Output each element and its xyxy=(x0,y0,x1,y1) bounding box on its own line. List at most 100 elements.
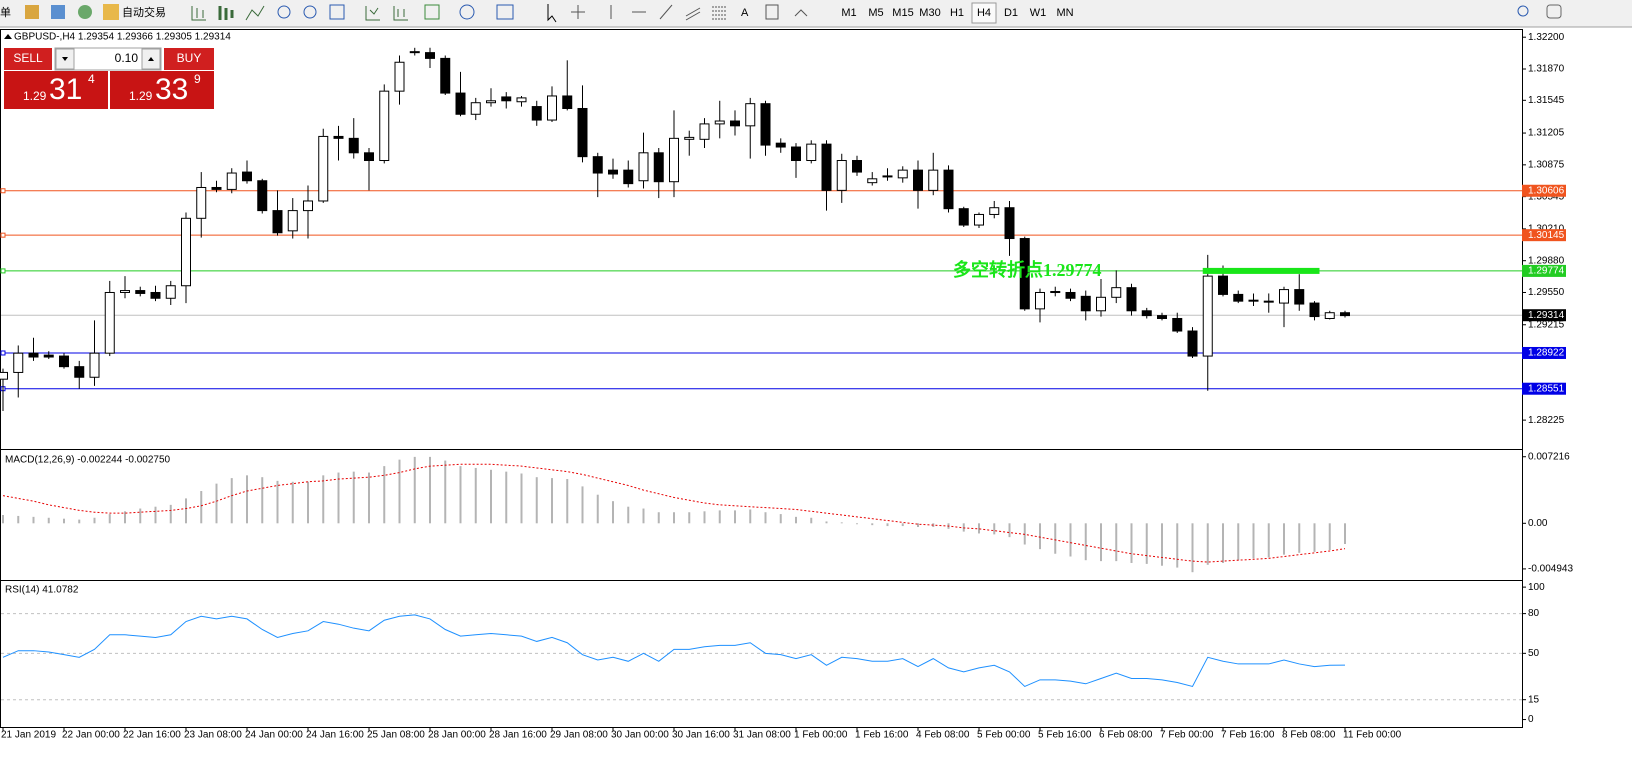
x-tick-label: 30 Jan 16:00 xyxy=(672,730,730,741)
annotation: 多空转折点1.29774 xyxy=(953,259,1102,280)
candle-body xyxy=(1035,291,1045,310)
x-tick-label: 6 Feb 08:00 xyxy=(1099,730,1153,741)
candle-body xyxy=(852,160,862,173)
icon[interactable] xyxy=(78,5,92,19)
candle-body xyxy=(470,102,481,115)
icon[interactable] xyxy=(424,4,440,20)
timeframe[interactable]: H1 xyxy=(950,7,964,19)
timeframe[interactable]: M1 xyxy=(841,7,856,19)
x-tick-label: 21 Jan 2019 xyxy=(1,730,56,741)
chat-icon[interactable] xyxy=(1546,4,1562,19)
candle-body xyxy=(882,175,893,178)
ask-box[interactable] xyxy=(110,71,214,109)
icon[interactable] xyxy=(51,5,65,19)
level-price-box xyxy=(1522,184,1566,197)
y-tick-label: 1.29550 xyxy=(1528,287,1565,298)
icon[interactable] xyxy=(303,5,317,19)
candle-body xyxy=(1172,317,1183,332)
candle-body xyxy=(1065,291,1076,299)
candle-body xyxy=(165,285,176,299)
timeframe[interactable]: W1 xyxy=(1030,7,1047,19)
macd-title: MACD(12,26,9) -0.002244 -0.002750 xyxy=(5,455,171,466)
candle-body xyxy=(409,51,420,54)
candle-body xyxy=(1096,296,1106,312)
icon[interactable] xyxy=(794,9,808,17)
x-tick-label: 24 Jan 00:00 xyxy=(245,730,303,741)
auto-trade[interactable]: 自动交易 xyxy=(122,5,166,19)
y-tick-label: 0.007216 xyxy=(1528,451,1570,462)
search-icon[interactable] xyxy=(1517,5,1529,17)
y-tick-label: 1.31205 xyxy=(1528,128,1565,139)
candle-body xyxy=(714,120,725,125)
y-tick-label: 0.00 xyxy=(1528,518,1548,529)
candle-body xyxy=(242,171,252,182)
candle-body xyxy=(303,200,313,212)
rsi-title: RSI(14) 41.0782 xyxy=(5,585,79,596)
buy-label[interactable]: BUY xyxy=(177,51,202,65)
y-tick-label: 0 xyxy=(1528,714,1534,725)
x-tick-label: 7 Feb 16:00 xyxy=(1221,730,1275,741)
timeframe[interactable]: M30 xyxy=(919,7,940,19)
x-tick-label: 7 Feb 00:00 xyxy=(1160,730,1214,741)
bid-prefix: 1.29 xyxy=(23,89,47,103)
candle-body xyxy=(531,106,542,121)
candle-body xyxy=(394,61,405,92)
chart-frame xyxy=(0,29,1523,728)
candle-body xyxy=(1324,312,1335,319)
level-price-box xyxy=(1522,346,1566,359)
bid-main: 31 xyxy=(49,73,82,106)
timeframe[interactable]: M5 xyxy=(868,7,883,19)
bid-box[interactable] xyxy=(4,71,108,109)
icon[interactable] xyxy=(712,6,726,20)
candle-body xyxy=(43,354,54,358)
icon[interactable] xyxy=(191,6,206,21)
candle-body xyxy=(577,107,588,158)
timeframe[interactable]: D1 xyxy=(1004,7,1018,19)
candle-body xyxy=(379,90,390,162)
candle-body xyxy=(516,97,527,103)
menu-label[interactable]: 单 xyxy=(0,6,11,19)
x-tick-label: 30 Jan 00:00 xyxy=(611,730,669,741)
icon[interactable] xyxy=(365,6,380,21)
icon[interactable] xyxy=(329,4,345,20)
candle-body xyxy=(669,137,679,183)
icon[interactable] xyxy=(393,6,408,21)
candle-body xyxy=(989,207,1000,215)
candle-body xyxy=(333,135,344,139)
x-tick-label: 25 Jan 08:00 xyxy=(367,730,425,741)
icon[interactable] xyxy=(685,7,701,21)
lots-input[interactable]: 0.10 xyxy=(115,51,139,65)
candle-body xyxy=(226,172,237,190)
candle-body xyxy=(867,178,878,184)
icon[interactable] xyxy=(496,4,514,20)
chart-area: GBPUSD-,H4 1.29354 1.29366 1.29305 1.293… xyxy=(0,29,1573,741)
icon[interactable] xyxy=(245,5,265,21)
timeframe[interactable]: H4 xyxy=(977,7,991,19)
candle-body xyxy=(1141,310,1152,317)
candle-body xyxy=(89,352,100,378)
buy-button[interactable] xyxy=(164,48,214,70)
candle-body xyxy=(1019,238,1030,310)
icon[interactable] xyxy=(459,4,475,20)
candle-body xyxy=(1263,300,1274,303)
text-tool[interactable]: A xyxy=(741,7,749,19)
sell-label[interactable]: SELL xyxy=(13,51,43,65)
x-tick-label: 4 Feb 08:00 xyxy=(916,730,970,741)
icon[interactable] xyxy=(765,4,779,20)
x-tick-label: 1 Feb 00:00 xyxy=(794,730,848,741)
timeframe[interactable]: M15 xyxy=(892,7,913,19)
icon[interactable] xyxy=(277,5,291,19)
auto-trade-icon[interactable] xyxy=(103,4,119,20)
icon[interactable] xyxy=(25,5,39,19)
sell-button[interactable] xyxy=(4,48,52,70)
x-tick-label: 28 Jan 16:00 xyxy=(489,730,547,741)
candle-body xyxy=(486,100,496,104)
icon[interactable] xyxy=(547,4,557,23)
timeframe[interactable]: MN xyxy=(1056,7,1073,19)
icon[interactable] xyxy=(659,4,673,20)
level-price-box xyxy=(1522,229,1566,242)
x-tick-label: 28 Jan 00:00 xyxy=(428,730,486,741)
icon[interactable] xyxy=(571,5,585,19)
y-tick-label: 1.29880 xyxy=(1528,255,1565,266)
icon[interactable] xyxy=(218,6,234,20)
